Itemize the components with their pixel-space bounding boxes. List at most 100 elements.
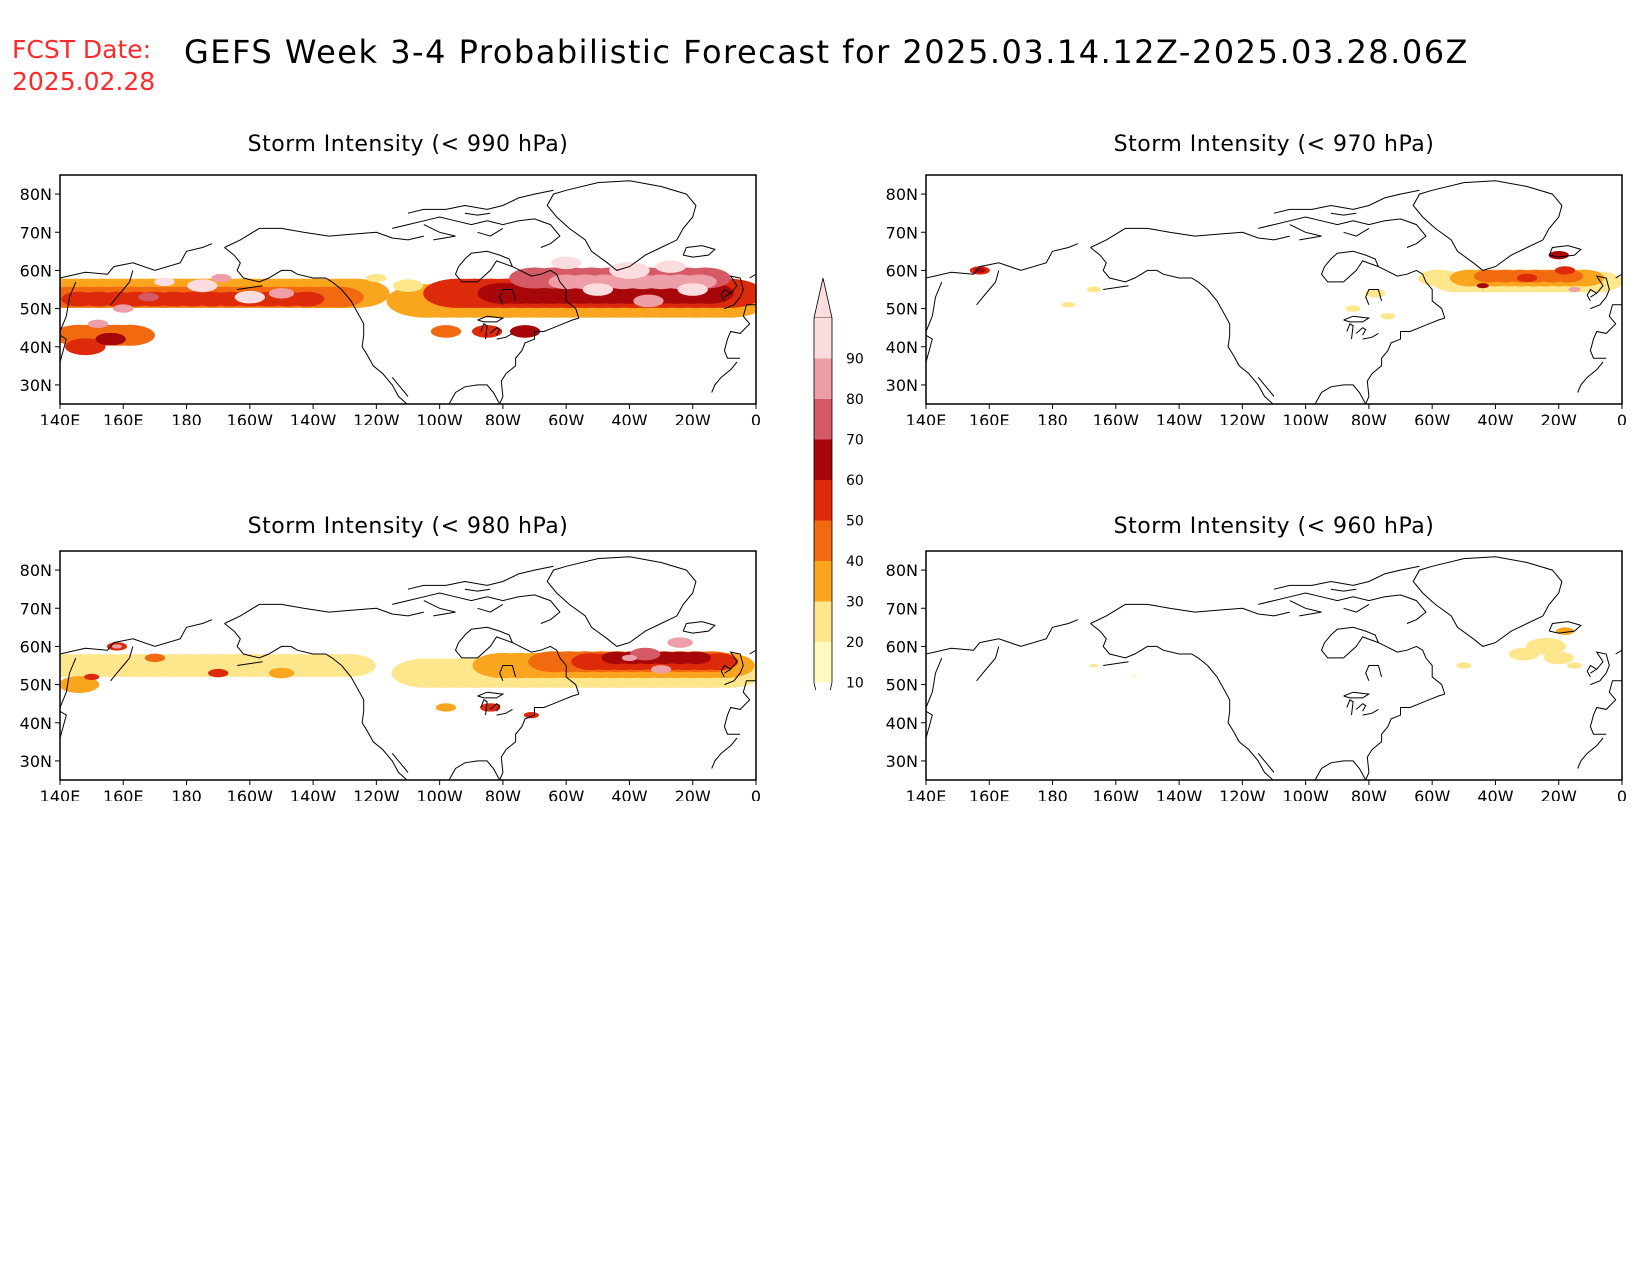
probability-cell [1554, 266, 1576, 275]
probability-cell [1061, 302, 1075, 308]
probability-cell [430, 325, 462, 338]
colorbar-label: 70 [846, 433, 864, 449]
coastline [931, 281, 943, 317]
probability-cell [633, 294, 664, 308]
coastline [237, 285, 263, 290]
colorbar-top-arrow [813, 277, 833, 319]
coastline [1343, 227, 1370, 237]
coastlines [926, 180, 1622, 404]
lon-tick-label: 140E [906, 787, 947, 801]
probability-cell [138, 292, 159, 302]
coastline [1257, 376, 1275, 397]
lon-tick-label: 80W [485, 787, 521, 801]
probability-cell [84, 673, 100, 681]
lon-tick-label: 20W [1541, 787, 1577, 801]
lon-tick-label: 160E [969, 787, 1010, 801]
lat-tick-label: 50N [886, 300, 918, 319]
lon-tick-label: 140E [906, 411, 947, 425]
probability-cell [1131, 675, 1138, 679]
coastline [724, 651, 744, 686]
coastline [1586, 288, 1597, 302]
lon-tick-label: 80W [485, 411, 521, 425]
lat-tick-label: 40N [886, 338, 918, 357]
panel-title-960: Storm Intensity (< 960 hPa) [1113, 514, 1435, 539]
coastline [1330, 588, 1357, 592]
coastline [723, 304, 756, 359]
coastline [976, 270, 1000, 306]
probability-cell [1516, 273, 1538, 283]
lon-tick-label: 0 [1617, 411, 1626, 425]
coastline [926, 316, 933, 332]
coastline [1577, 361, 1604, 393]
probability-cell [60, 676, 100, 693]
probability-cell [113, 304, 134, 313]
map-panel-970: 80N 70N 60N 50N 40N 30N 140E 160E 180 160W 140W 120… [866, 165, 1627, 430]
colorbar-segment [814, 480, 832, 521]
coastline [1615, 649, 1622, 655]
lat-tick-label: 40N [20, 338, 52, 357]
probability-cell [268, 667, 295, 679]
coastline [1314, 693, 1445, 780]
coastline [1258, 592, 1427, 624]
coastline [499, 289, 517, 305]
probability-cell [1525, 638, 1567, 655]
coastline [546, 556, 697, 647]
coastline [392, 216, 561, 248]
coastline [1320, 626, 1446, 695]
probability-cell [1089, 663, 1098, 668]
lon-tick-label: 20W [675, 787, 711, 801]
coastline [1343, 691, 1371, 699]
lon-tick-label: 60W [548, 411, 584, 425]
colorbar-svg: 10 20 30 40 50 60 70 80 90 [813, 277, 864, 723]
lat-tick-label: 60N [20, 261, 52, 280]
map-frame [925, 550, 1623, 781]
colorbar-label: 50 [846, 514, 864, 530]
lat-tick-label: 70N [20, 599, 52, 618]
coastline [1289, 600, 1322, 617]
probability-cell [677, 283, 708, 296]
probability-cell [1543, 651, 1574, 665]
coastline [546, 180, 697, 271]
coastline [224, 227, 424, 248]
lon-tick-label: 20W [1541, 411, 1577, 425]
coastlines [926, 556, 1622, 780]
probability-cell [435, 703, 457, 712]
probability-cell [655, 260, 686, 273]
coastline [1412, 180, 1563, 271]
coastline [237, 661, 263, 666]
lon-tick-label: 160W [227, 787, 274, 801]
coastline [1103, 661, 1129, 666]
coastline [454, 250, 580, 319]
coastline [454, 626, 580, 695]
probability-cell [87, 319, 109, 329]
map-panel-990: 80N 70N 60N 50N 40N 30N 140E 160E 180 160W 140W 120… [0, 165, 761, 430]
colorbar-segment [814, 601, 832, 642]
colorbar-label: 40 [846, 554, 864, 570]
lat-tick-label: 60N [886, 637, 918, 656]
probability-cell [154, 277, 175, 287]
lon-tick-label: 100W [1282, 411, 1329, 425]
coastline [931, 657, 943, 693]
probability-cell [609, 262, 650, 279]
coastline [926, 243, 1079, 279]
coastline [1362, 708, 1379, 716]
coastlines [60, 556, 756, 780]
coastline [60, 243, 213, 279]
coastline [1589, 680, 1622, 735]
probability-cell [208, 668, 229, 678]
lon-tick-label: 120W [1219, 411, 1266, 425]
coastline [1577, 737, 1604, 769]
coastline [1273, 189, 1420, 214]
coastlines [60, 180, 756, 404]
lat-tick-label: 30N [20, 376, 52, 395]
lat-tick-label: 40N [886, 714, 918, 733]
coastline [496, 708, 513, 716]
lat-tick-label: 30N [886, 752, 918, 771]
probability-cell [650, 665, 672, 674]
lon-tick-label: 120W [353, 787, 400, 801]
lon-tick-label: 100W [416, 411, 463, 425]
coastline [1343, 603, 1370, 613]
probability-cell [973, 267, 986, 273]
coastline [477, 603, 504, 613]
lat-tick-label: 60N [886, 261, 918, 280]
